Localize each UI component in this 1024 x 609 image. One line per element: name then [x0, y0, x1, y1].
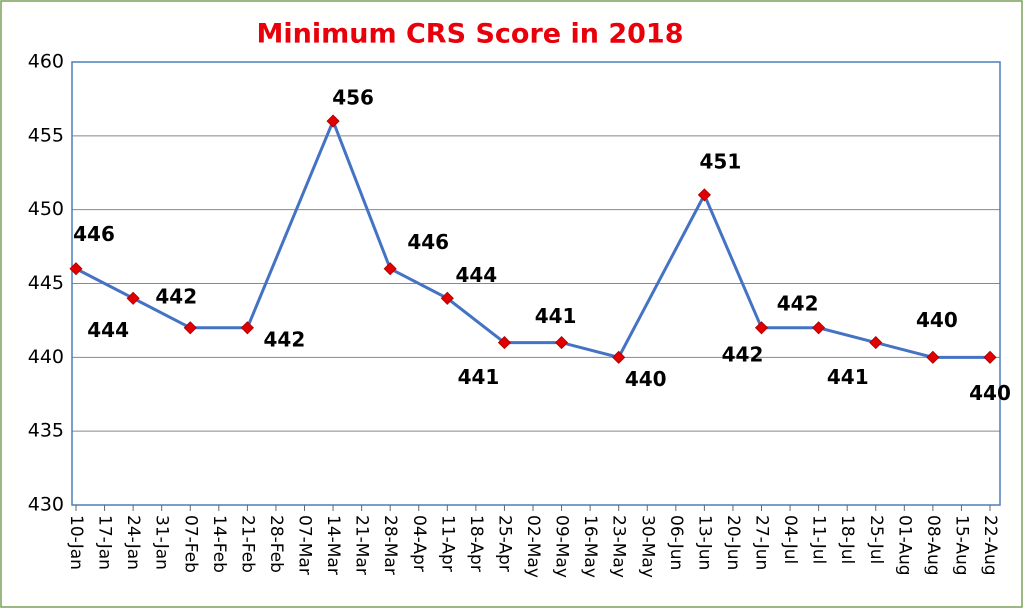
marker: [697, 188, 711, 202]
marker: [240, 321, 254, 335]
x-tick-label: 17-Jan: [95, 515, 115, 570]
data-label: 441: [827, 365, 869, 389]
data-label: 440: [625, 367, 667, 391]
x-tick-label: 11-Jul: [809, 515, 829, 564]
marker: [497, 336, 512, 350]
data-label: 441: [535, 304, 577, 328]
chart-title: Minimum CRS Score in 2018: [257, 19, 684, 50]
y-tick-label: 460: [28, 51, 64, 73]
data-label: 442: [777, 291, 819, 315]
marker: [926, 350, 940, 364]
x-tick-label: 02-May: [523, 515, 543, 578]
x-tick-label: 23-May: [609, 515, 629, 578]
x-tick-label: 28-Feb: [266, 515, 286, 573]
marker: [440, 291, 454, 305]
marker: [754, 321, 769, 335]
y-tick-label: 440: [28, 346, 64, 368]
data-label: 451: [700, 149, 742, 173]
data-label: 456: [332, 86, 374, 110]
y-tick-label: 450: [28, 198, 64, 220]
x-tick-label: 14-Mar: [323, 515, 343, 575]
data-label: 446: [73, 222, 115, 246]
marker: [183, 321, 197, 335]
x-tick-label: 07-Feb: [180, 515, 200, 573]
marker: [326, 114, 340, 128]
marker: [383, 262, 397, 276]
plot-border: [71, 61, 1001, 506]
x-tick-label: 15-Aug: [951, 515, 971, 576]
y-tick-label: 435: [28, 420, 64, 442]
data-label: 442: [264, 327, 306, 351]
y-tick-label: 445: [28, 272, 64, 294]
x-tick-label: 18-Jul: [837, 515, 857, 564]
y-tick-label: 455: [28, 124, 64, 146]
marker: [812, 321, 826, 335]
x-tick-label: 27-Jun: [752, 515, 772, 570]
x-tick-label: 18-Apr: [466, 515, 486, 572]
data-label: 441: [458, 365, 500, 389]
data-label: 446: [407, 230, 449, 254]
line: [75, 117, 990, 360]
x-tick-label: 20-Jun: [723, 515, 743, 570]
data-label: 442: [155, 284, 197, 308]
x-tick-label: 30-May: [637, 515, 657, 578]
x-tick-label: 31-Jan: [152, 515, 172, 570]
x-tick-label: 25-Jul: [866, 515, 886, 564]
x-tick-label: 24-Jan: [123, 515, 143, 570]
x-tick-label: 22-Aug: [980, 515, 1000, 576]
x-tick-label: 14-Feb: [209, 515, 229, 573]
x-tick-label: 09-May: [552, 515, 572, 578]
data-label: 444: [455, 263, 497, 287]
y-tick-label: 430: [28, 494, 64, 516]
x-tick-label: 25-Apr: [494, 515, 514, 572]
x-tick-label: 21-Mar: [352, 515, 372, 575]
x-tick-label: 13-Jun: [694, 515, 714, 570]
marker: [869, 336, 883, 350]
x-tick-label: 07-Mar: [295, 515, 315, 575]
marker: [554, 336, 569, 350]
x-tick-label: 06-Jun: [666, 515, 686, 570]
x-tick-label: 10-Jan: [66, 515, 86, 570]
marker: [69, 262, 83, 276]
x-tick-label: 21-Feb: [237, 515, 257, 573]
data-label: 440: [969, 381, 1011, 405]
x-tick-label: 01-Aug: [894, 515, 914, 576]
data-label: 442: [722, 342, 764, 366]
marker: [612, 350, 626, 364]
marker: [983, 350, 997, 364]
data-label: 444: [87, 318, 129, 342]
x-tick-label: 16-May: [580, 515, 600, 578]
marker: [126, 291, 140, 305]
x-tick-label: 04-Jul: [780, 515, 800, 564]
data-label: 440: [916, 308, 958, 332]
x-tick-label: 04-Apr: [409, 515, 429, 572]
x-tick-label: 08-Aug: [923, 515, 943, 576]
x-tick-label: 28-Mar: [380, 515, 400, 575]
x-tick-label: 11-Apr: [437, 515, 457, 572]
